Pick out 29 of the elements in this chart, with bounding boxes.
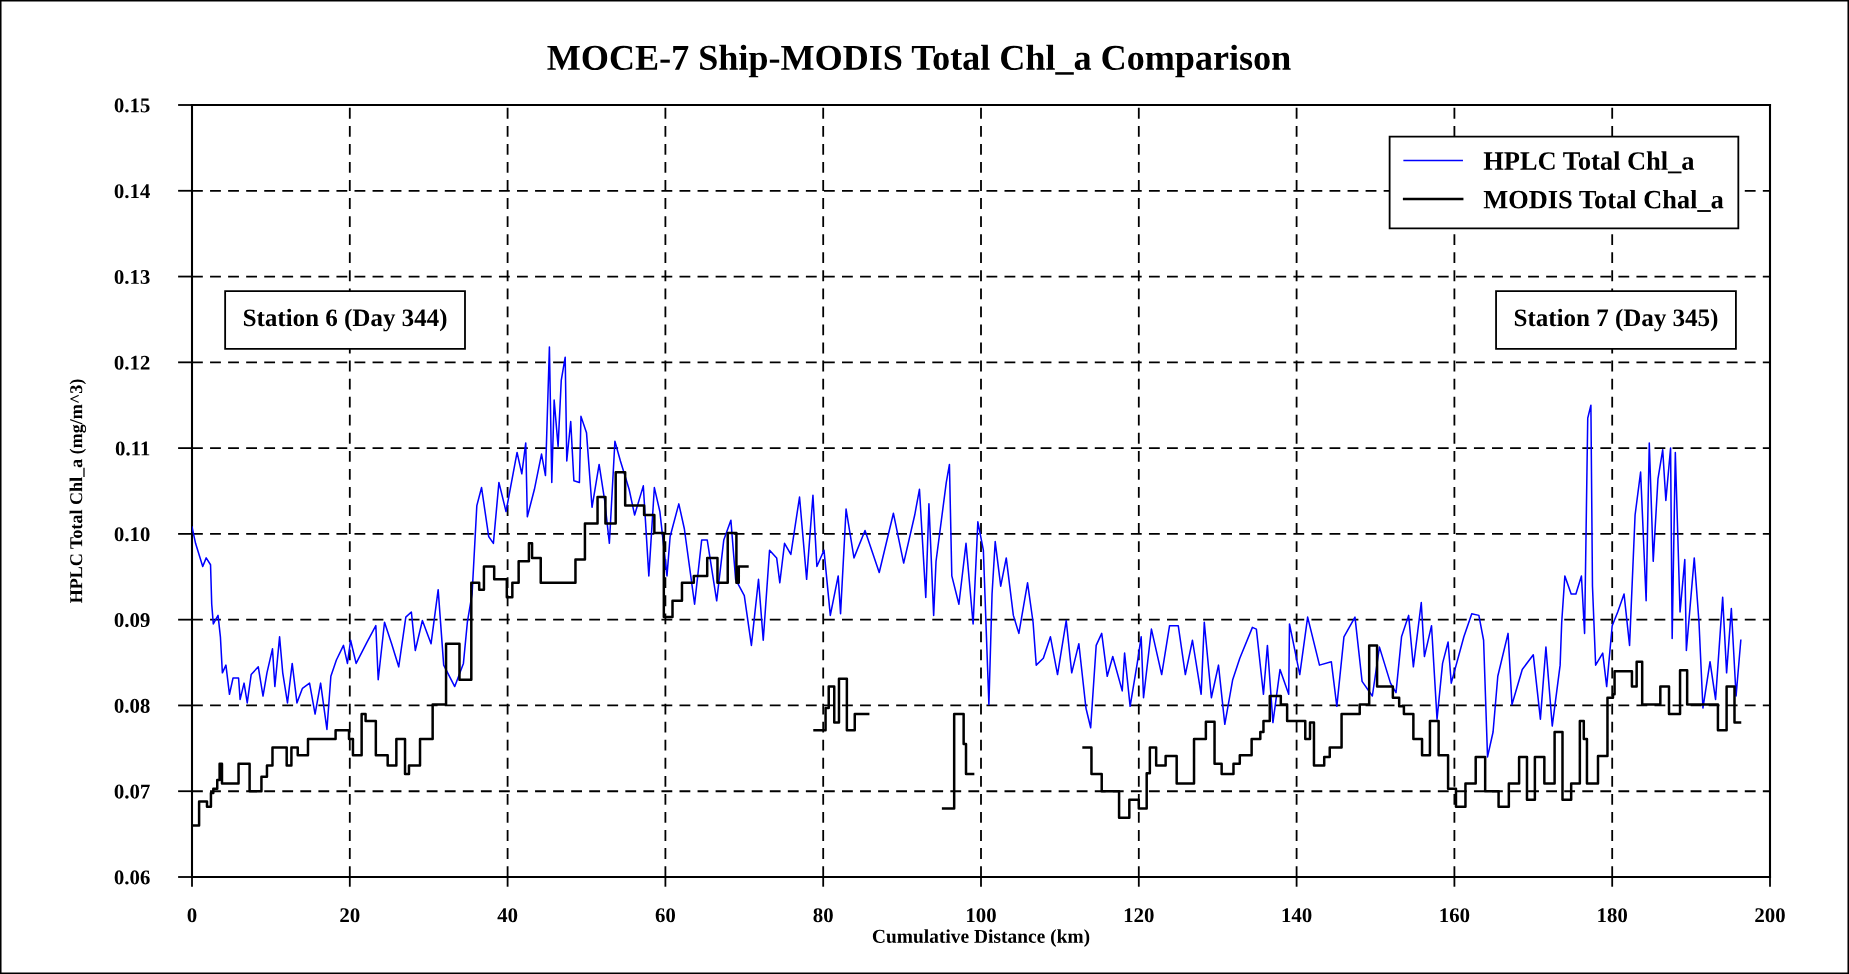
- x-axis-title: Cumulative Distance (km): [872, 929, 1090, 947]
- y-tick-label: 0.14: [114, 184, 150, 199]
- y-tick-label: 0.07: [114, 784, 150, 799]
- y-tick-label: 0.10: [114, 527, 150, 542]
- annotation: Station 7 (Day 345): [1514, 308, 1718, 332]
- annotation: Station 6 (Day 344): [243, 308, 447, 332]
- chart-title: MOCE-7 Ship-MODIS Total Chl_a Comparison: [547, 44, 1291, 78]
- x-tick-label: 20: [340, 908, 360, 923]
- y-tick-label: 0.09: [114, 613, 150, 628]
- y-axis-title: HPLC Total Chl_a (mg/m^3): [69, 379, 87, 604]
- x-tick-label: 0: [187, 908, 197, 923]
- x-tick-label: 80: [813, 908, 833, 923]
- y-tick-label: 0.06: [114, 870, 150, 885]
- line-series: [192, 346, 1742, 758]
- x-tick-label: 40: [497, 908, 518, 923]
- x-tick-label: 120: [1124, 908, 1154, 923]
- y-tick-label: 0.13: [114, 269, 150, 285]
- x-tick-label: 100: [967, 908, 996, 923]
- x-tick-label: 60: [655, 908, 676, 923]
- x-tick-label: 200: [1755, 908, 1785, 923]
- x-tick-label: 140: [1282, 908, 1312, 923]
- y-tick-label: 0.11: [115, 441, 150, 456]
- legend-label: MODIS Total Chal_a: [1483, 189, 1724, 212]
- y-tick-label: 0.08: [114, 698, 150, 713]
- x-tick-label: 180: [1598, 908, 1628, 923]
- y-tick-label: 0.15: [114, 98, 150, 113]
- x-tick-label: 160: [1440, 908, 1470, 923]
- legend-label: HPLC Total Chl_a: [1483, 151, 1695, 174]
- y-tick-label: 0.12: [114, 355, 150, 370]
